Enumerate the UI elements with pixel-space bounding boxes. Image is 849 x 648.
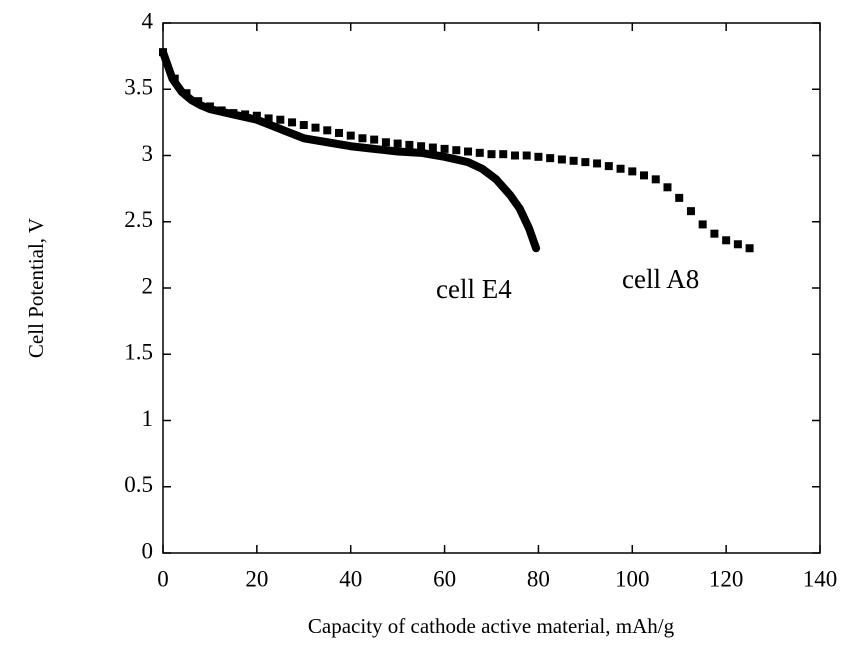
data-point: [288, 118, 297, 127]
series-label: cell A8: [622, 264, 699, 294]
y-tick-label: 3: [142, 141, 154, 166]
data-point: [510, 151, 519, 160]
data-point: [452, 146, 461, 155]
y-tick-label: 2.5: [124, 207, 153, 232]
data-point: [346, 131, 355, 140]
data-point: [616, 164, 625, 173]
data-point: [628, 167, 637, 176]
data-point: [440, 144, 449, 153]
data-point: [733, 240, 742, 249]
data-point: [428, 143, 437, 152]
x-tick-label: 120: [709, 566, 744, 591]
data-point: [417, 142, 426, 151]
data-point: [546, 154, 555, 163]
data-point: [358, 134, 367, 143]
y-tick-label: 4: [142, 8, 154, 33]
x-tick-label: 140: [803, 566, 838, 591]
y-tick-label: 1: [142, 406, 154, 431]
data-point: [686, 207, 695, 216]
x-tick-label: 40: [339, 566, 362, 591]
data-point: [745, 244, 754, 253]
data-point: [640, 171, 649, 180]
data-point: [393, 139, 402, 148]
data-point: [604, 162, 613, 171]
data-point: [475, 148, 484, 157]
data-point: [663, 183, 672, 192]
x-tick-label: 100: [615, 566, 650, 591]
data-point: [487, 150, 496, 159]
data-point: [651, 175, 660, 184]
x-tick-label: 20: [245, 566, 268, 591]
data-point: [323, 126, 332, 135]
x-axis-label: Capacity of cathode active material, mAh…: [308, 614, 675, 638]
data-point: [334, 128, 343, 137]
data-point: [381, 138, 390, 147]
y-tick-label: 1.5: [124, 340, 153, 365]
y-axis-label: Cell Potential, V: [24, 218, 48, 358]
data-point: [534, 152, 543, 161]
data-point: [557, 155, 566, 164]
series-label: cell E4: [436, 274, 512, 304]
x-tick-label: 0: [157, 566, 169, 591]
y-tick-label: 3.5: [124, 75, 153, 100]
data-point: [675, 193, 684, 202]
y-tick-label: 2: [142, 273, 154, 298]
x-tick-label: 60: [433, 566, 456, 591]
data-point: [370, 135, 379, 144]
data-point: [522, 151, 531, 160]
data-point: [581, 158, 590, 167]
data-point: [722, 236, 731, 245]
data-point: [464, 147, 473, 156]
y-tick-label: 0.5: [124, 472, 153, 497]
data-point: [593, 159, 602, 168]
data-point: [276, 115, 285, 124]
data-point: [569, 156, 578, 165]
data-point: [710, 229, 719, 238]
x-tick-label: 80: [527, 566, 550, 591]
data-point: [405, 140, 414, 149]
data-point: [264, 114, 273, 123]
data-point: [499, 150, 508, 159]
data-point: [299, 121, 308, 130]
data-line: [159, 48, 541, 253]
data-point: [698, 220, 707, 229]
y-tick-label: 0: [142, 538, 154, 563]
data-point: [311, 123, 320, 132]
